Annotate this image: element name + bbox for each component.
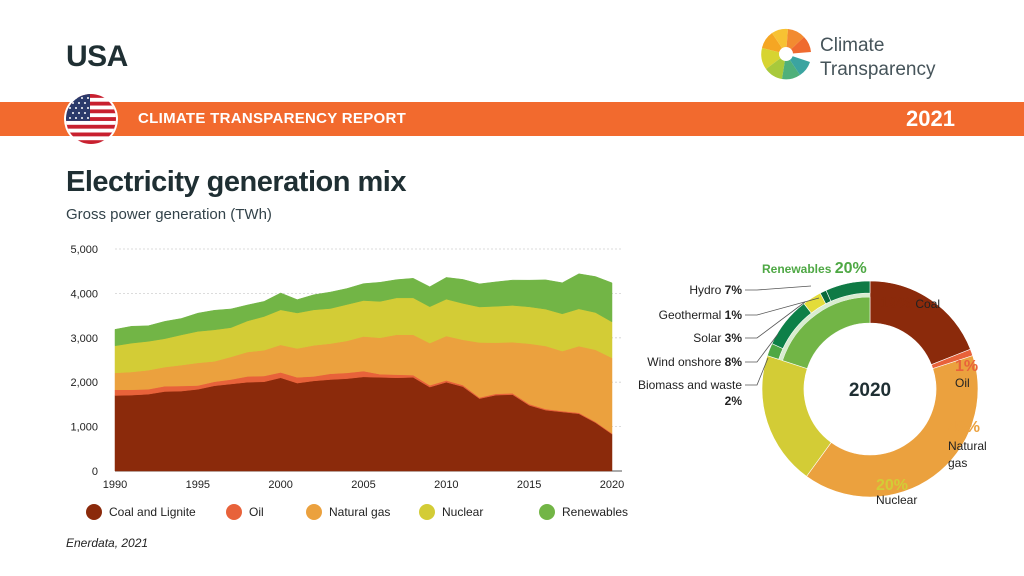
label-gas-value: 40% xyxy=(948,419,980,436)
x-tick-label: 2015 xyxy=(517,479,541,491)
legend-label: Nuclear xyxy=(442,505,484,519)
label-breakdown-value: 3% xyxy=(725,331,743,345)
x-tick-label: 2000 xyxy=(268,479,292,491)
legend-item: Oil xyxy=(226,504,264,520)
logo-text: Climate Transparency xyxy=(820,34,935,82)
legend-label: Renewables xyxy=(562,505,629,519)
legend-item: Nuclear xyxy=(419,504,483,520)
label-coal-value: 19% xyxy=(880,295,912,312)
legend-item: Coal and Lignite xyxy=(86,504,196,520)
label-breakdown-value: 2% xyxy=(725,394,743,408)
y-tick-label: 5,000 xyxy=(70,244,98,256)
leader-line xyxy=(745,301,806,339)
label-breakdown-name: Wind onshore xyxy=(647,355,724,369)
leader-line xyxy=(745,285,812,291)
country-title: USA xyxy=(66,40,128,73)
label-breakdown: Geothermal 1% xyxy=(659,308,743,322)
label-nuclear-value: 20% xyxy=(876,477,908,494)
label-coal: 19% Coal xyxy=(880,295,940,312)
area-renewables xyxy=(114,273,613,347)
y-tick-label: 0 xyxy=(92,466,98,478)
label-breakdown: Solar 3% xyxy=(693,331,742,345)
label-breakdown: Wind onshore 8% xyxy=(647,355,742,369)
y-tick-label: 2,000 xyxy=(70,377,98,389)
legend-swatch xyxy=(539,504,555,520)
label-breakdown-value: 1% xyxy=(725,308,743,322)
label-breakdown: Hydro 7% xyxy=(689,283,742,297)
report-banner xyxy=(0,102,1024,136)
x-tick-label: 1995 xyxy=(186,479,210,491)
label-gas-text-2: gas xyxy=(948,456,967,470)
leader-line xyxy=(745,297,820,316)
label-breakdown-value: 8% xyxy=(725,355,743,369)
legend-item: Renewables xyxy=(539,504,628,520)
banner-title: CLIMATE TRANSPARENCY REPORT xyxy=(138,110,407,127)
legend-item: Natural gas xyxy=(306,504,390,520)
label-renewables: Renewables 20% xyxy=(762,260,867,277)
label-breakdown: Biomass and waste xyxy=(638,378,742,392)
x-tick-label: 1990 xyxy=(103,479,127,491)
x-tick-label: 2010 xyxy=(434,479,458,491)
logo-line-2: Transparency xyxy=(820,59,936,80)
label-breakdown-value: 7% xyxy=(725,283,743,297)
area-series xyxy=(114,273,613,472)
legend-swatch xyxy=(226,504,242,520)
banner-year: 2021 xyxy=(906,106,955,131)
y-axis-ticks: 0 1,000 2,000 3,000 4,000 5,000 xyxy=(70,244,98,478)
x-axis-ticks: 1990 1995 2000 2005 2010 2015 2020 xyxy=(103,479,624,491)
label-nuclear-text: Nuclear xyxy=(876,493,917,507)
chart-title: Electricity generation mix xyxy=(66,166,406,198)
legend-swatch xyxy=(306,504,322,520)
y-tick-label: 1,000 xyxy=(70,422,98,434)
x-tick-label: 2020 xyxy=(600,479,624,491)
label-breakdown-name: Biomass and waste xyxy=(638,378,742,392)
y-tick-label: 4,000 xyxy=(70,288,98,300)
donut-center-label: 2020 xyxy=(849,380,891,401)
slice-hydro xyxy=(825,280,871,302)
label-renewables-value: 20% xyxy=(835,260,867,277)
leader-line xyxy=(745,333,779,363)
label-breakdown-name: Solar xyxy=(693,331,724,345)
label-oil-text: Oil xyxy=(955,376,970,390)
legend-swatch xyxy=(86,504,102,520)
chart-legend: Coal and Lignite Oil Natural gas Nuclear Ren… xyxy=(86,504,646,524)
x-tick-label: 2005 xyxy=(351,479,375,491)
legend-label: Coal and Lignite xyxy=(109,505,196,519)
label-breakdown-name: Geothermal xyxy=(659,308,725,322)
chart-subtitle: Gross power generation (TWh) xyxy=(66,206,272,223)
donut-hole xyxy=(804,323,936,455)
legend-label: Oil xyxy=(249,505,264,519)
leader-line xyxy=(745,357,769,386)
source-note: Enerdata, 2021 xyxy=(66,536,149,550)
legend-swatch xyxy=(419,504,435,520)
area-chart: 0 1,000 2,000 3,000 4,000 5,000 1990 1995 2000 2… xyxy=(70,244,624,491)
slice-natural-gas xyxy=(806,355,979,498)
legend-label: Natural gas xyxy=(329,505,391,519)
label-coal-text: Coal xyxy=(912,297,940,311)
logo-line-1: Climate xyxy=(820,35,885,56)
usa-flag-icon xyxy=(66,94,116,144)
label-gas-text-1: Natural xyxy=(948,439,987,453)
donut-slices xyxy=(761,280,979,498)
sunburst-logo-icon xyxy=(761,28,811,80)
y-tick-label: 3,000 xyxy=(70,333,98,345)
label-oil-value: 1% xyxy=(955,358,978,375)
label-breakdown-name: Hydro xyxy=(689,283,724,297)
